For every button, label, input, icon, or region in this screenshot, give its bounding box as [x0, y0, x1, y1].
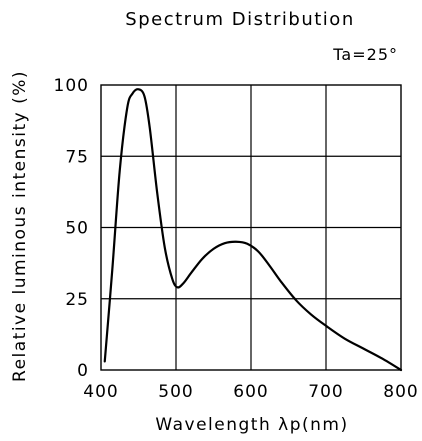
series-layer: [103, 88, 403, 372]
x-axis-title: Wavelength λp(nm): [155, 415, 348, 435]
y-tick-label-50: 50: [65, 219, 89, 239]
y-tick-label-100: 100: [54, 76, 89, 96]
x-tick-label-500: 500: [158, 382, 193, 402]
plot-frame: [100, 84, 402, 371]
y-tick-label-75: 75: [65, 147, 89, 167]
plot-border: [100, 84, 402, 371]
y-tick-label-25: 25: [65, 290, 89, 310]
temperature-annotation: Ta=25°: [332, 45, 398, 64]
x-tick-label-400: 400: [83, 382, 118, 402]
chart-title: Spectrum Distribution: [125, 9, 354, 30]
y-tick-label-0: 0: [77, 361, 89, 381]
x-tick-label-800: 800: [383, 382, 418, 402]
x-tick-label-700: 700: [308, 382, 343, 402]
spectrum-curve-0: [103, 88, 403, 372]
grid-lines: [101, 85, 401, 370]
x-tick-labels: 400 500 600 700 800: [83, 382, 418, 402]
y-axis-title: Relative luminous intensity (%): [10, 70, 30, 382]
y-tick-labels: 0 25 50 75 100: [54, 76, 89, 381]
x-tick-label-600: 600: [233, 382, 268, 402]
